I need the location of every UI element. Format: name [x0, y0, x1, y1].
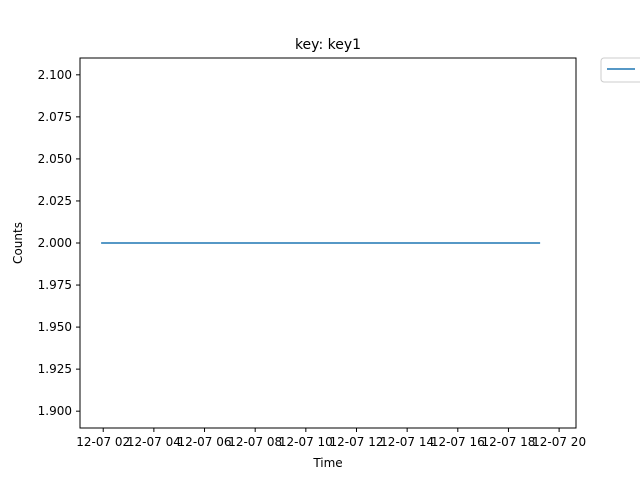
y-tick-label: 2.100 — [38, 68, 72, 82]
chart-title: key: key1 — [295, 37, 361, 53]
x-tick-label: 12-07 12 — [330, 435, 384, 449]
x-tick-label: 12-07 02 — [76, 435, 130, 449]
x-tick-label: 12-07 08 — [228, 435, 282, 449]
legend-frame — [600, 57, 640, 83]
y-tick-label: 1.950 — [38, 320, 72, 334]
y-tick-label: 2.025 — [38, 194, 72, 208]
y-tick-label: 1.925 — [38, 362, 72, 376]
plot-area: 1.900 1.925 1.950 1.975 2.000 2.025 2.050 2.075… — [38, 68, 586, 449]
y-axis-label: Counts — [11, 222, 25, 264]
x-tick-label: 12-07 16 — [431, 435, 485, 449]
x-tick-label: 12-07 10 — [279, 435, 333, 449]
x-axis-label: Time — [312, 456, 342, 470]
legend — [600, 57, 640, 83]
y-tick-label: 2.000 — [38, 236, 72, 250]
axes-frame — [79, 57, 577, 429]
y-tick-label: 2.050 — [38, 152, 72, 166]
x-tick-label: 12-07 18 — [481, 435, 535, 449]
x-tick-label: 12-07 14 — [380, 435, 434, 449]
x-tick-label: 12-07 06 — [178, 435, 232, 449]
y-tick-label: 2.075 — [38, 110, 72, 124]
x-tick-label: 12-07 04 — [127, 435, 181, 449]
y-tick-label: 1.900 — [38, 404, 72, 418]
x-tick-label: 12-07 20 — [532, 435, 586, 449]
y-tick-label: 1.975 — [38, 278, 72, 292]
